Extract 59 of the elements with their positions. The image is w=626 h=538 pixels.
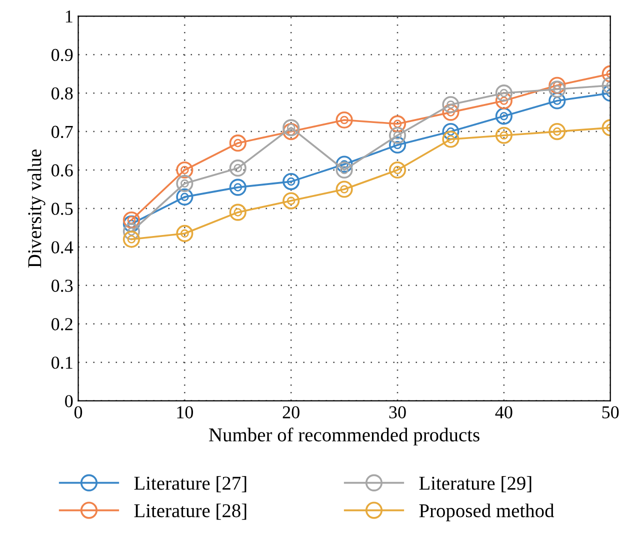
point: [229, 178, 246, 196]
point: [282, 119, 300, 136]
point: [388, 126, 406, 144]
point: [176, 224, 194, 242]
legend-label: Literature [29]: [419, 476, 532, 492]
point: [336, 111, 353, 129]
point: [176, 188, 194, 206]
x-tick-label: 30: [389, 406, 406, 418]
point: [282, 192, 300, 210]
point: [495, 84, 512, 102]
x-tick-label: 40: [495, 406, 512, 418]
point: [442, 104, 460, 121]
point: [229, 134, 246, 152]
y-tick-label: 0.3: [52, 280, 73, 292]
point: [388, 136, 406, 154]
y-tick-label: 0.6: [52, 164, 73, 177]
point: [495, 126, 512, 144]
point: [388, 115, 406, 132]
y-tick-label: 0.5: [52, 202, 73, 215]
y-tick-label: 0.8: [52, 87, 73, 100]
point: [176, 161, 194, 179]
y-tick-label: 1: [66, 10, 72, 22]
y-tick-label: 0.9: [52, 48, 73, 62]
point: [336, 161, 353, 179]
point: [442, 130, 460, 148]
point: [336, 156, 353, 173]
x-tick-label: 50: [602, 406, 619, 418]
legend-label: Proposed method: [419, 504, 554, 522]
point: [548, 122, 566, 140]
point: [122, 223, 140, 240]
point: [495, 92, 512, 110]
point: [122, 215, 140, 232]
y-tick-label: 0.7: [52, 126, 73, 138]
point: [229, 160, 246, 177]
y-tick-label: 0.2: [52, 318, 72, 330]
y-tick-label: 0.4: [52, 241, 74, 254]
y-tick-label: 0.1: [52, 356, 72, 369]
x-tick-label: 20: [282, 406, 300, 418]
x-axis-title: Number of recommended products: [209, 428, 480, 446]
point: [176, 174, 194, 192]
point: [548, 80, 566, 98]
x-tick-label: 10: [177, 406, 194, 418]
point: [442, 122, 460, 140]
point: [282, 122, 300, 140]
point: [336, 180, 353, 198]
legend-label: Literature [28]: [134, 504, 246, 520]
point: [548, 76, 566, 94]
x-tick-label: 0: [74, 406, 82, 418]
point: [122, 211, 140, 229]
point: [282, 173, 300, 190]
point: [548, 92, 566, 110]
point: [388, 161, 406, 179]
point: [442, 96, 460, 114]
y-axis-title: Diversity value: [28, 149, 46, 268]
y-tick-label: 0: [65, 395, 73, 408]
point: [122, 230, 140, 248]
point: [495, 108, 512, 125]
point: [229, 204, 246, 221]
legend-label: Literature [27]: [134, 476, 246, 492]
